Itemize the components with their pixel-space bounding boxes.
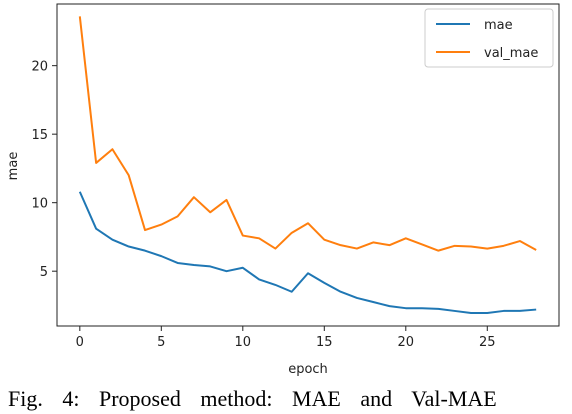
legend: mae val_mae (424, 8, 554, 68)
x-tick-label: 25 (479, 335, 496, 350)
x-tick-label: 15 (316, 335, 333, 350)
series-line-val-mae (78, 16, 537, 252)
y-tick-label: 15 (31, 128, 48, 143)
legend-label-mae: mae (484, 18, 513, 33)
legend-label-val-mae: val_mae (484, 46, 538, 61)
x-axis-ticks: 0 5 10 15 20 25 (76, 326, 496, 350)
series-line-mae (78, 191, 537, 314)
x-tick-label: 5 (157, 335, 165, 350)
x-tick-label: 20 (398, 335, 415, 350)
figure-caption: Fig. 4: Proposed method: MAE and Val-MAE (8, 386, 497, 411)
y-tick-label: 10 (31, 197, 48, 212)
x-tick-label: 0 (76, 335, 84, 350)
x-axis-label: epoch (288, 362, 328, 377)
y-tick-label: 5 (40, 265, 48, 280)
y-tick-label: 20 (31, 60, 48, 75)
series-lines (78, 16, 537, 314)
y-axis-ticks: 5 10 15 20 (31, 60, 57, 280)
plot-area-frame (56, 3, 560, 327)
line-chart: 0 5 10 15 20 25 5 10 15 20 epoch mae mae val_mae (6, 3, 560, 377)
y-axis-label: mae (6, 152, 21, 181)
x-tick-label: 10 (235, 335, 252, 350)
